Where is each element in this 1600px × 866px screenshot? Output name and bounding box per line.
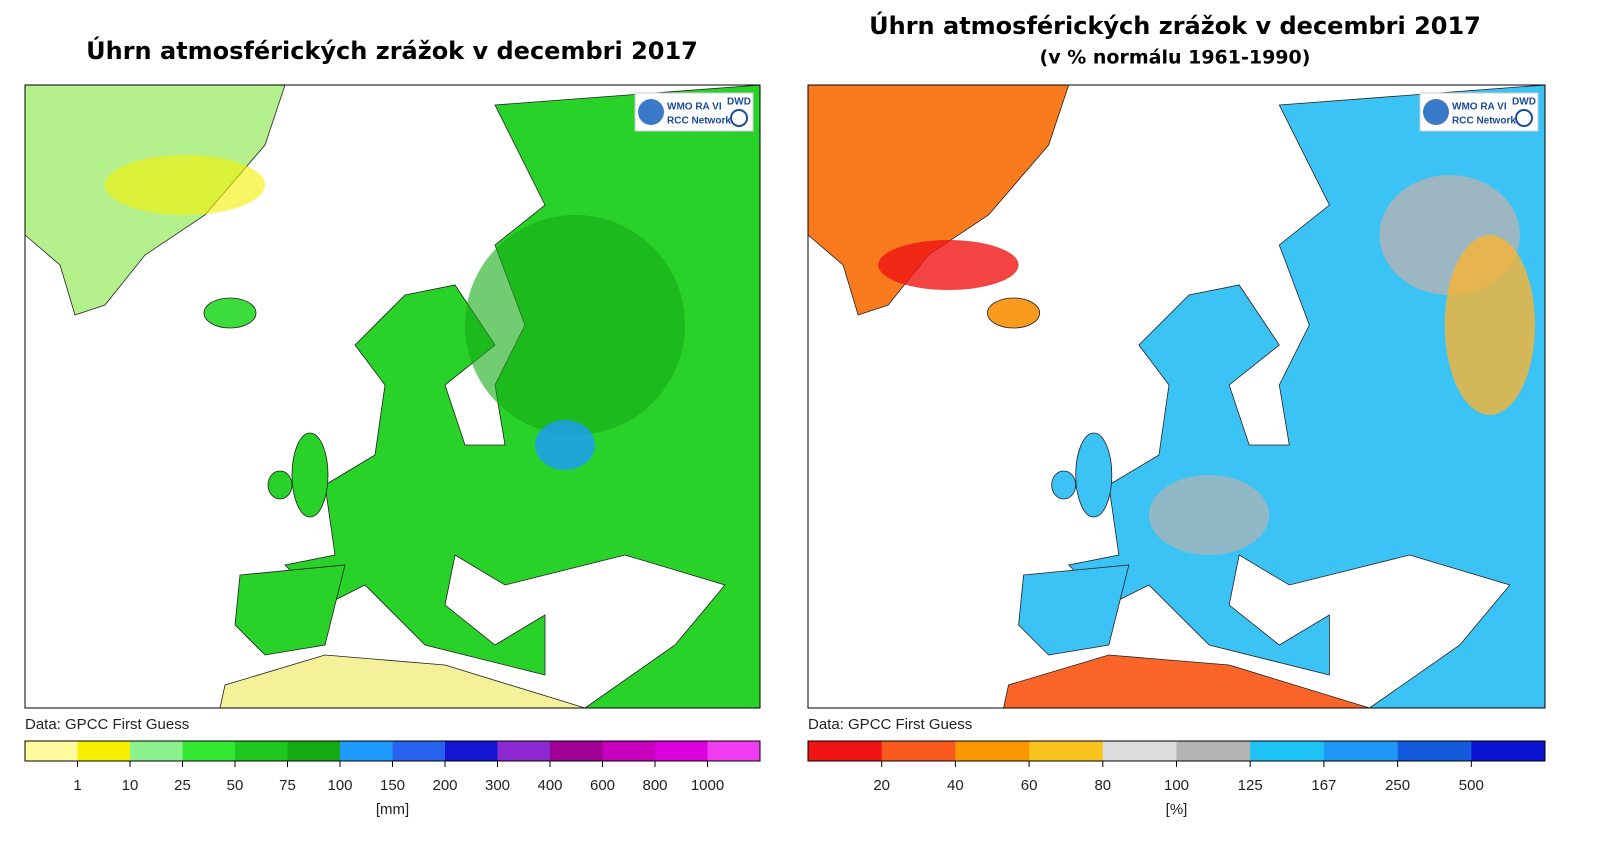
colorbar-tick-label: 100	[327, 777, 352, 794]
colorbar-unit: [mm]	[376, 801, 409, 818]
colorbar-tick-label: 1000	[691, 777, 724, 794]
anomaly-area	[878, 240, 1019, 290]
colorbar-bin	[1397, 741, 1472, 761]
colorbar-tick-label: 1	[73, 777, 81, 794]
colorbar-bin	[25, 741, 78, 761]
panel-subtitle: (v % normálu 1961-1990)	[1040, 47, 1311, 69]
anomaly-area	[1148, 475, 1270, 555]
logo-dwd	[1515, 109, 1533, 127]
colorbar-bin	[707, 741, 761, 761]
precip-area	[465, 215, 685, 435]
colorbar-tick-label: 50	[227, 777, 244, 794]
land-shape	[1018, 564, 1130, 656]
colorbar-tick-label: 20	[873, 777, 890, 794]
logo-emblem	[638, 99, 664, 125]
logo-network: RCC Network	[1452, 116, 1516, 127]
map-panel: Úhrn atmosférických zrážok v decembri 20…	[807, 10, 1546, 818]
colorbar-bin	[445, 741, 498, 761]
colorbar-tick-label: 150	[380, 777, 405, 794]
colorbar-bin	[340, 741, 393, 761]
colorbar-bin	[602, 741, 656, 761]
colorbar-bin	[1176, 741, 1251, 761]
map-frame	[807, 84, 1546, 709]
colorbar-tick-label: 500	[1459, 777, 1484, 794]
colorbar-tick-label: 800	[642, 777, 667, 794]
logo-agency: DWD	[727, 97, 751, 108]
colorbar-bin	[550, 741, 603, 761]
colorbar-tick-label: 80	[1094, 777, 1111, 794]
colorbar-tick-label: 167	[1311, 777, 1336, 794]
precip-area	[535, 420, 595, 470]
land-shape	[234, 564, 346, 656]
colorbar-bin	[655, 741, 708, 761]
colorbar-tick-label: 600	[590, 777, 615, 794]
colorbar-bin	[1250, 741, 1325, 761]
colorbar-tick-label: 75	[279, 777, 296, 794]
land-shape	[987, 297, 1041, 329]
logo-network: RCC Network	[667, 116, 731, 127]
land-shape	[203, 297, 257, 329]
colorbar-bin	[182, 741, 236, 761]
logo-emblem	[1423, 99, 1449, 125]
colorbar-bin	[497, 741, 551, 761]
colorbar-bin	[1471, 741, 1546, 761]
land-shape	[1075, 432, 1113, 518]
panel-title: Úhrn atmosférických zrážok v decembri 20…	[86, 35, 698, 65]
colorbar-bin	[1323, 741, 1399, 761]
data-source: Data: GPCC First Guess	[25, 716, 189, 733]
land-shape	[291, 432, 329, 518]
colorbar-bin	[130, 741, 183, 761]
colorbar-bin	[955, 741, 1030, 761]
colorbar-unit: [%]	[1166, 801, 1188, 818]
land-shape	[1051, 470, 1077, 500]
colorbar-tick-label: 300	[485, 777, 510, 794]
land-shape	[267, 470, 293, 500]
colorbar-bin	[808, 741, 883, 761]
colorbar-bin	[881, 741, 956, 761]
map-panel: Úhrn atmosférických zrážok v decembri 20…	[24, 35, 761, 818]
colorbar-tick-label: 60	[1021, 777, 1038, 794]
precip-area	[105, 155, 265, 215]
logo-name: WMO RA VI	[1452, 102, 1507, 113]
colorbar-tick-label: 25	[174, 777, 191, 794]
data-source: Data: GPCC First Guess	[808, 716, 972, 733]
land	[807, 84, 1546, 709]
logo-agency: DWD	[1512, 97, 1536, 108]
colorbar-bin	[1102, 741, 1177, 761]
colorbar-tick-label: 250	[1385, 777, 1410, 794]
colorbar-tick-label: 200	[432, 777, 457, 794]
colorbar-bin	[235, 741, 288, 761]
logo-name: WMO RA VI	[667, 102, 722, 113]
anomaly-area	[1444, 235, 1535, 415]
colorbar-tick-label: 400	[537, 777, 562, 794]
colorbar-tick-label: 125	[1238, 777, 1263, 794]
colorbar-tick-label: 10	[122, 777, 139, 794]
map-frame	[24, 84, 761, 709]
panel-title: Úhrn atmosférických zrážok v decembri 20…	[869, 10, 1481, 40]
colorbar-bin	[77, 741, 131, 761]
land	[24, 84, 761, 709]
colorbar-bin	[392, 741, 446, 761]
colorbar-bin	[1029, 741, 1104, 761]
colorbar-bin	[287, 741, 341, 761]
logo-dwd	[730, 109, 748, 127]
colorbar-tick-label: 40	[947, 777, 964, 794]
colorbar-tick-label: 100	[1164, 777, 1189, 794]
